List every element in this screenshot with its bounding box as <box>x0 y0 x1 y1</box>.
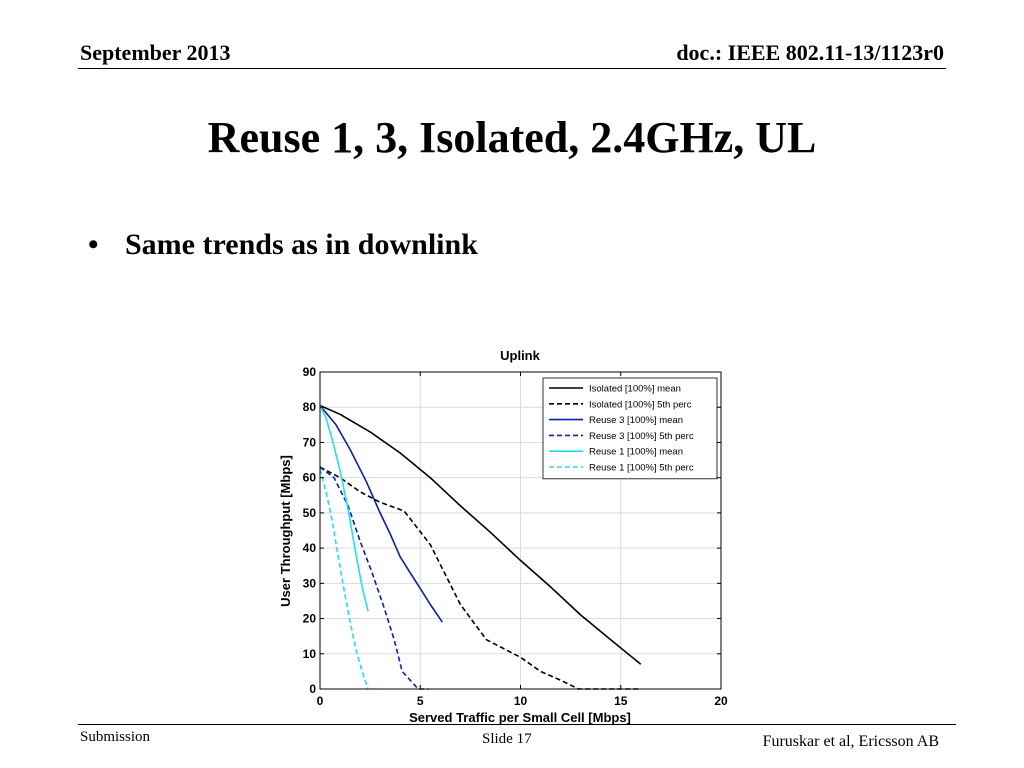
footer-submission: Submission <box>80 729 151 745</box>
series-line-5 <box>319 405 369 612</box>
legend-label: Isolated [100%] mean <box>589 384 681 395</box>
x-tick-label: 10 <box>514 694 528 708</box>
slide-title: Reuse 1, 3, Isolated, 2.4GHz, UL <box>207 113 817 162</box>
bullet-marker: • <box>88 228 99 261</box>
series-line-2 <box>319 466 641 690</box>
legend-label: Reuse 1 [100%] 5th perc <box>589 463 694 474</box>
y-tick-label: 70 <box>303 435 317 449</box>
legend-label: Reuse 3 [100%] 5th perc <box>589 431 694 442</box>
x-axis-label: Served Traffic per Small Cell [Mbps] <box>409 710 631 725</box>
footer-slide-number: Slide 17 <box>482 731 532 747</box>
x-tick-label: 15 <box>614 694 628 708</box>
y-tick-label: 60 <box>303 471 317 485</box>
legend-label: Reuse 1 [100%] mean <box>589 447 683 458</box>
header-date: September 2013 <box>80 40 231 65</box>
y-tick-label: 20 <box>303 612 317 626</box>
y-tick-label: 40 <box>303 541 317 555</box>
footer-authors: Furuskar et al, Ericsson AB <box>762 733 939 750</box>
y-tick-label: 0 <box>309 682 316 696</box>
legend-box <box>542 377 718 480</box>
x-tick-label: 20 <box>714 694 728 708</box>
bullet-item: • Same trends as in downlink <box>88 228 478 262</box>
y-tick-label: 10 <box>303 647 317 661</box>
bullet-text: Same trends as in downlink <box>125 228 478 261</box>
legend-label: Reuse 3 [100%] mean <box>589 415 683 426</box>
x-tick-label: 5 <box>417 694 424 708</box>
y-tick-label: 80 <box>303 400 317 414</box>
y-axis-label: User Throughput [Mbps] <box>278 455 293 607</box>
axis-ticks: 0 5 10 15 20 0 10 20 30 40 50 60 70 80 90 <box>303 365 728 708</box>
y-tick-label: 30 <box>303 576 317 590</box>
x-tick-label: 0 <box>317 694 324 708</box>
series-lines <box>319 404 642 690</box>
chart-title: Uplink <box>500 348 540 363</box>
y-tick-label: 90 <box>303 365 317 379</box>
footer-divider <box>78 724 956 725</box>
series-line-6 <box>319 468 369 690</box>
y-tick-label: 50 <box>303 506 317 520</box>
header-doc-id: doc.: IEEE 802.11-13/1123r0 <box>676 40 944 65</box>
header-divider <box>78 68 946 69</box>
chart-legend: Isolated [100%] mean Isolated [100%] 5th … <box>542 377 718 480</box>
series-line-4 <box>319 466 429 690</box>
series-line-3 <box>319 404 443 623</box>
series-line-1 <box>319 404 642 665</box>
legend-label: Isolated [100%] 5th perc <box>589 399 692 410</box>
